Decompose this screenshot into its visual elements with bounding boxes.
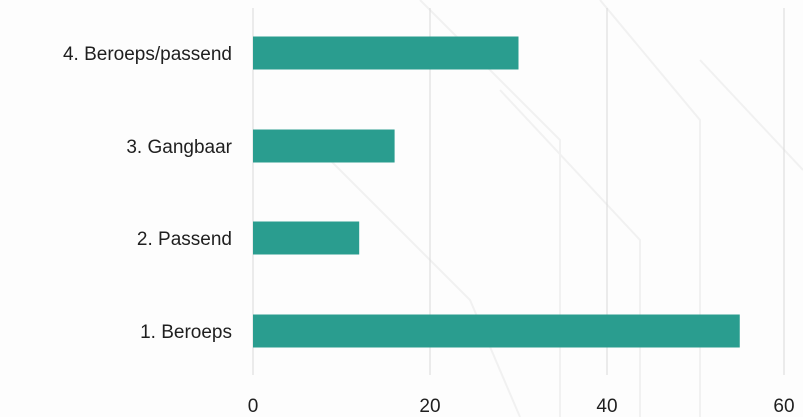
- bar: [253, 36, 519, 70]
- background-stroke: [499, 89, 641, 417]
- background-stroke: [699, 59, 803, 171]
- category-labels: 1. Beroeps 2. Passend 3. Gangbaar 4. Beroep…: [63, 44, 233, 343]
- category-label: 3. Gangbaar: [126, 137, 232, 158]
- x-tick-label: 0: [248, 396, 259, 417]
- category-label: 4. Beroeps/passend: [63, 44, 232, 65]
- x-axis-ticks: 0 20 40 60: [248, 396, 795, 417]
- bar: [253, 129, 395, 163]
- bars: [253, 36, 740, 348]
- category-label: 2. Passend: [137, 229, 232, 250]
- bar: [253, 221, 360, 255]
- bar: [253, 314, 740, 348]
- category-label: 1. Beroeps: [140, 322, 232, 343]
- background-stroke: [599, 0, 701, 417]
- x-tick-label: 60: [773, 396, 794, 417]
- x-tick-label: 40: [596, 396, 617, 417]
- background-stroke: [329, 159, 521, 417]
- x-tick-label: 20: [419, 396, 440, 417]
